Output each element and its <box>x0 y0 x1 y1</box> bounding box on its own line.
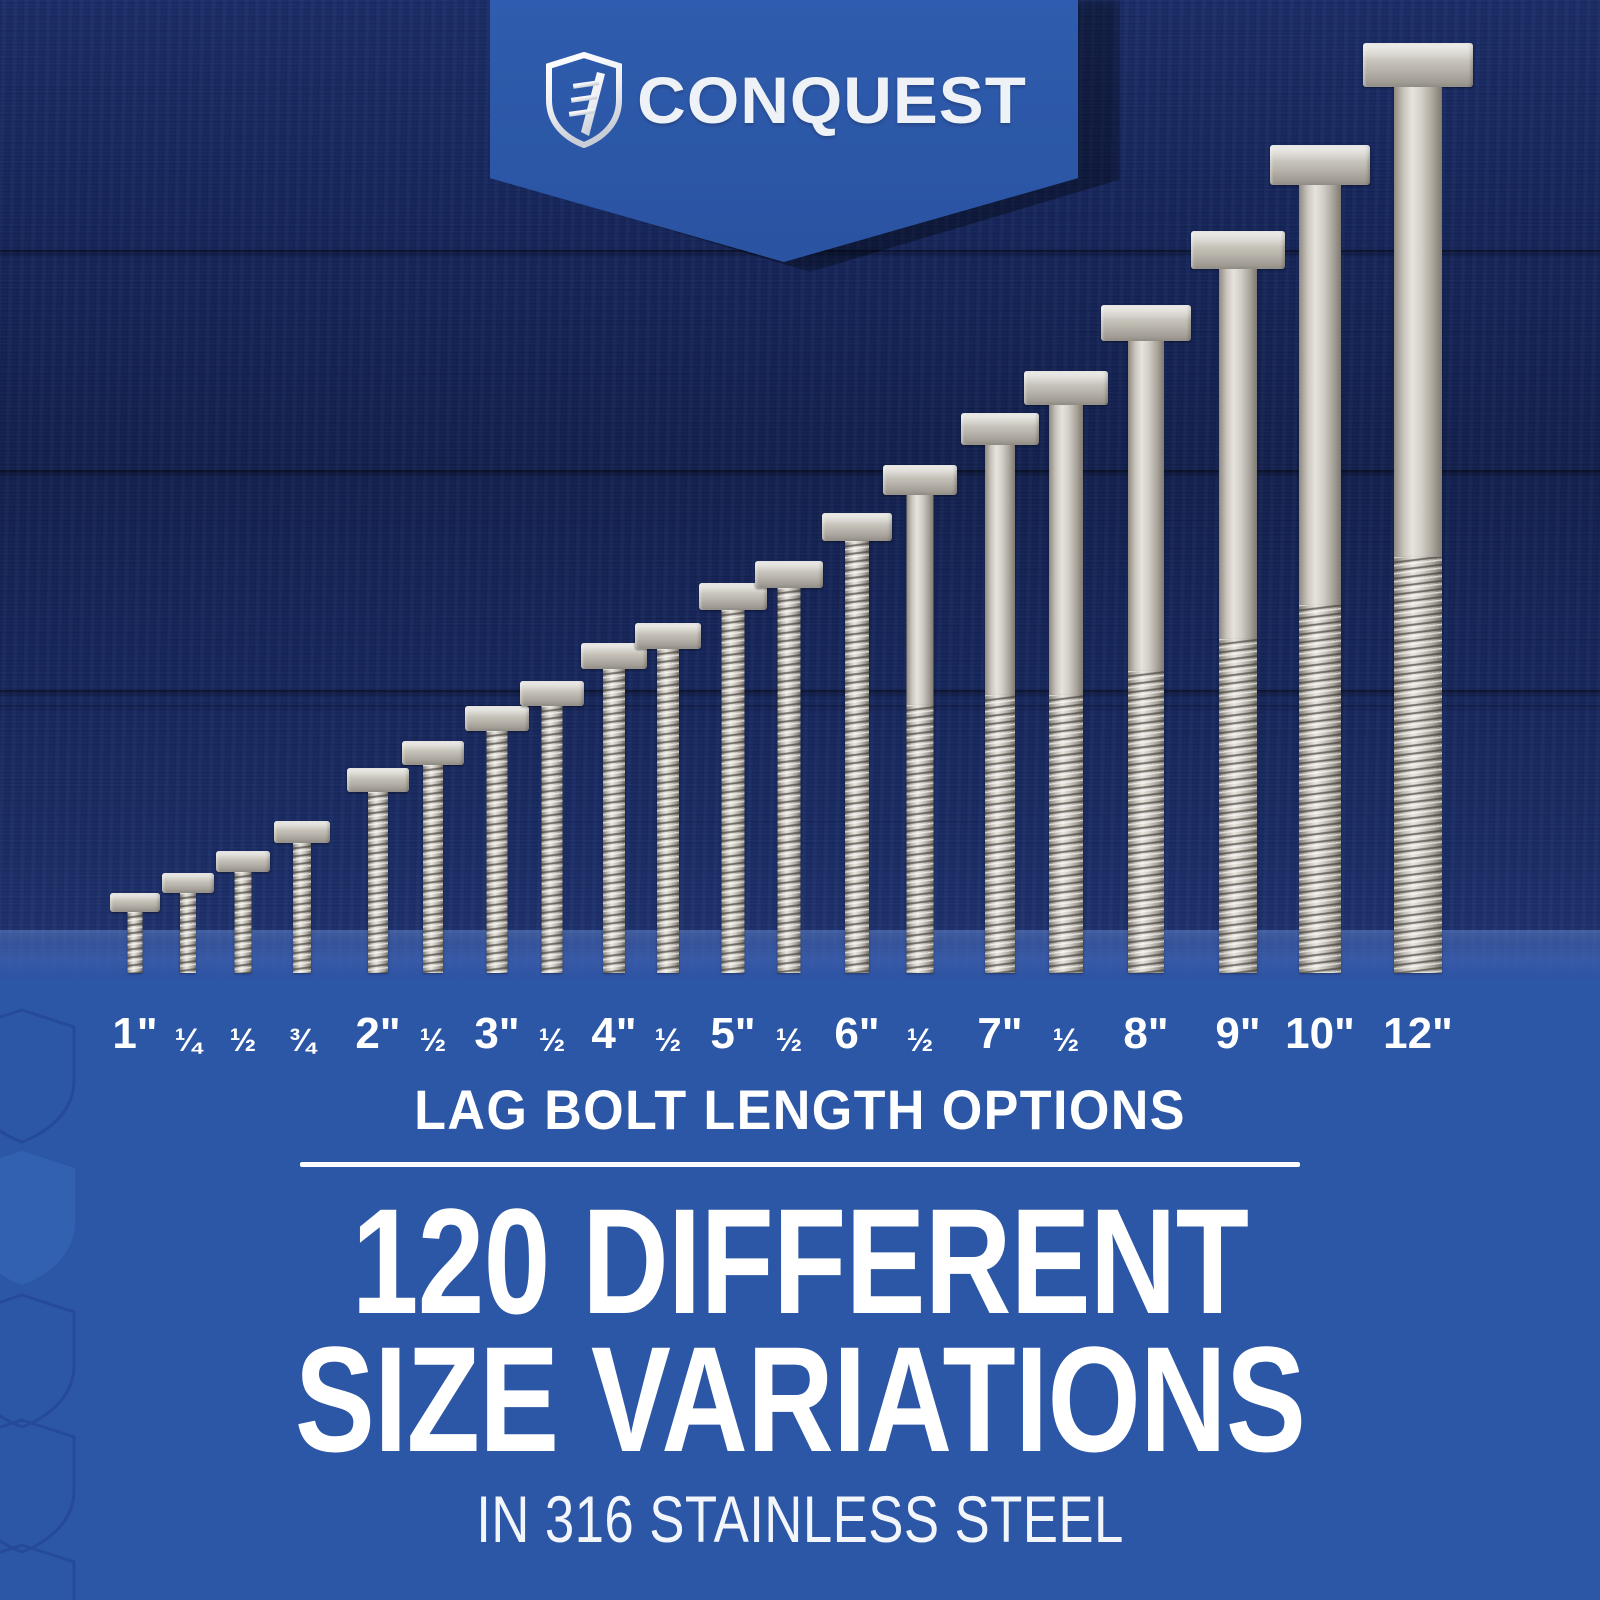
shield-screw-icon <box>545 52 622 148</box>
bolt-6 <box>402 741 464 973</box>
ruler-label-10: ½ <box>654 1022 682 1058</box>
bolt-18 <box>1191 231 1285 973</box>
bolt-12 <box>755 561 823 973</box>
bolt-14 <box>883 465 957 973</box>
ruler-label-12: ½ <box>775 1022 803 1058</box>
bolt-threads <box>1299 605 1341 973</box>
bolt-head <box>1191 231 1285 269</box>
bolt-threads <box>293 843 311 973</box>
ruler-label-15: 7" <box>977 1009 1023 1058</box>
bolt-4 <box>274 821 330 973</box>
bolt-threads <box>368 792 388 973</box>
bolt-10 <box>635 623 701 973</box>
section-kicker: LAG BOLT LENGTH OPTIONS <box>414 1078 1186 1141</box>
divider-rule <box>300 1162 1300 1167</box>
bolt-threads <box>657 649 679 973</box>
bolt-threads <box>777 588 801 973</box>
bolt-head <box>635 623 701 649</box>
ruler-label-19: 10" <box>1285 1009 1355 1058</box>
bolt-head <box>883 465 957 495</box>
bolt-head <box>274 821 330 843</box>
bolt-threads <box>486 731 508 973</box>
bolt-5 <box>347 768 409 973</box>
bolt-head <box>961 413 1039 445</box>
headline-line-1: 120 DIFFERENT <box>351 1177 1249 1345</box>
ruler-label-3: ½ <box>229 1022 257 1058</box>
bolt-head <box>1101 305 1191 341</box>
bolt-threads <box>1049 695 1083 973</box>
ruler-label-16: ½ <box>1052 1022 1080 1058</box>
bolt-shank <box>985 445 1015 697</box>
bolt-threads <box>603 669 625 973</box>
bolt-head <box>1363 43 1473 87</box>
bolt-threads <box>985 695 1015 973</box>
bolt-head <box>755 561 823 588</box>
bolt-head <box>216 851 270 872</box>
bolt-head <box>347 768 409 792</box>
bolt-threads <box>234 872 252 973</box>
bolt-shank <box>906 495 934 707</box>
bolt-threads <box>721 610 745 973</box>
bolt-head <box>162 873 214 893</box>
ruler-label-2: ¼ <box>174 1022 202 1058</box>
bolt-head <box>402 741 464 765</box>
ruler-label-17: 8" <box>1123 1009 1169 1058</box>
bolt-15 <box>961 413 1039 973</box>
shield-watermarks <box>0 1008 76 1600</box>
bolt-threads <box>1219 639 1257 973</box>
ruler-label-1: 1" <box>112 1009 158 1058</box>
ruler-label-9: 4" <box>591 1009 637 1058</box>
ruler-label-4: ¾ <box>288 1022 316 1058</box>
ruler-label-14: ½ <box>906 1022 934 1058</box>
ruler-label-11: 5" <box>710 1009 756 1058</box>
measurement-labels: 1" ¼ ½ ¾ 2" ½ 3" ½ 4" ½ 5" ½ 6" ½ 7" ½ 8" 9" 10" 12" <box>0 994 1600 1058</box>
bolt-shank <box>1394 87 1442 559</box>
brand-wordmark: CONQUEST <box>637 63 1027 137</box>
bolt-threads <box>845 541 869 973</box>
brand-logo[interactable]: CONQUEST <box>490 46 1078 154</box>
bolt-7 <box>465 706 529 973</box>
ruler-label-7: 3" <box>474 1009 520 1058</box>
bolt-shank <box>1128 341 1164 673</box>
bolt-lineup <box>110 43 1473 973</box>
bolt-head <box>520 681 584 706</box>
bolt-head <box>465 706 529 731</box>
plank-seam <box>0 470 1600 473</box>
bolt-shank <box>1219 269 1257 641</box>
bolt-threads <box>1128 671 1164 973</box>
bolt-17 <box>1101 305 1191 973</box>
ruler-label-13: 6" <box>834 1009 880 1058</box>
headline-line-2: SIZE VARIATIONS <box>294 1315 1306 1483</box>
bolt-threads <box>180 893 196 973</box>
bolt-head <box>110 893 160 912</box>
bolt-9 <box>581 643 647 973</box>
headline-subtitle: IN 316 STAINLESS STEEL <box>476 1482 1124 1556</box>
bolt-19 <box>1270 145 1370 973</box>
ruler-label-6: ½ <box>419 1022 447 1058</box>
bolt-head <box>1024 371 1108 405</box>
ruler-label-20: 12" <box>1383 1009 1453 1058</box>
info-panel <box>0 978 1600 1600</box>
bolt-threads <box>541 706 563 973</box>
bolt-16 <box>1024 371 1108 973</box>
bolt-11 <box>699 583 767 973</box>
bolt-threads <box>906 705 934 973</box>
bolt-1 <box>110 893 160 973</box>
bolt-shank <box>1299 185 1341 607</box>
bolt-13 <box>822 513 892 973</box>
bolt-2 <box>162 873 214 973</box>
bolt-20 <box>1363 43 1473 973</box>
ruler-label-18: 9" <box>1215 1009 1261 1058</box>
bolt-head <box>1270 145 1370 185</box>
bolt-head <box>822 513 892 541</box>
bolt-threads <box>1394 557 1442 973</box>
ruler-label-8: ½ <box>538 1022 566 1058</box>
bolt-shank <box>1049 405 1083 697</box>
ruler-label-5: 2" <box>355 1009 401 1058</box>
bolt-threads <box>423 765 443 973</box>
bolt-8 <box>520 681 584 973</box>
bolt-3 <box>216 851 270 973</box>
bolt-threads <box>127 912 143 973</box>
